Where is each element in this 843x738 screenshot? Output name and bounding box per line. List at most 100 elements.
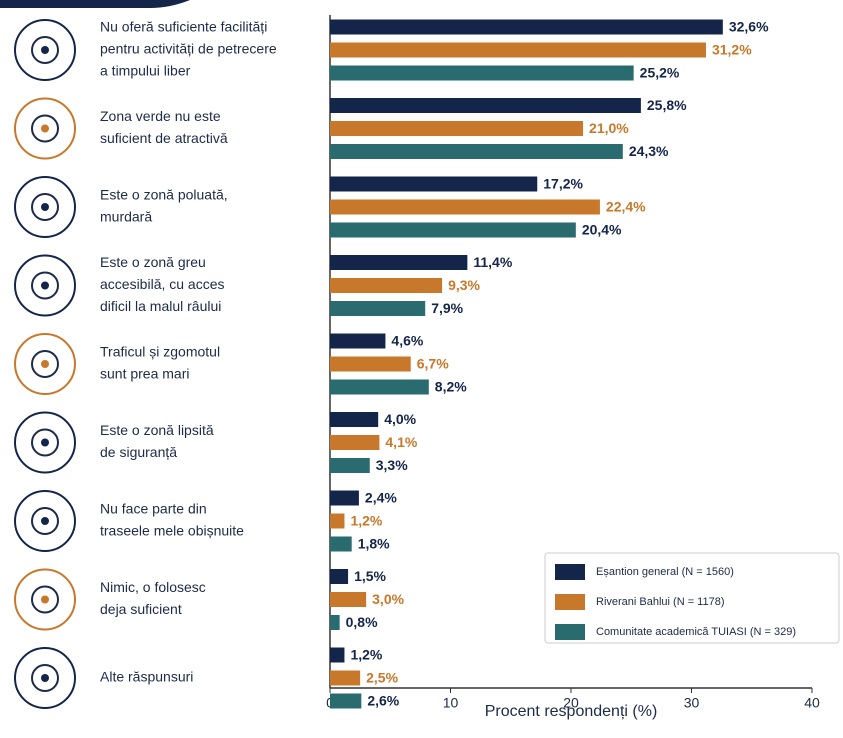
category-label: suficient de atractivă <box>100 130 228 146</box>
category-label: a timpului liber <box>100 63 191 79</box>
bar <box>330 435 380 450</box>
category-label: Nimic, o folosesc <box>100 579 206 595</box>
icon-glyph <box>31 664 59 692</box>
value-label: 8,2% <box>435 379 467 395</box>
category-label: Alte răspunsuri <box>100 669 193 685</box>
header-tab <box>0 0 190 8</box>
value-label: 6,7% <box>417 356 449 372</box>
category-label: Nu oferă suficiente facilități <box>100 19 267 35</box>
value-label: 2,4% <box>365 490 397 506</box>
category-label: sunt prea mari <box>100 366 189 382</box>
icon-dot <box>41 203 49 211</box>
category-icon <box>14 97 76 160</box>
bar <box>330 412 379 427</box>
bar <box>330 42 706 58</box>
bar <box>330 615 340 630</box>
bar <box>330 356 411 372</box>
value-label: 25,8% <box>647 97 687 113</box>
value-label: 2,6% <box>367 693 399 709</box>
category-icon <box>14 568 76 631</box>
icon-glyph <box>31 428 59 457</box>
legend-swatch <box>555 594 585 610</box>
value-label: 0,8% <box>346 614 378 630</box>
icon-dot <box>41 438 49 447</box>
category-label: Traficul și zgomotul <box>100 344 220 360</box>
category-label: Zona verde nu este <box>100 108 221 124</box>
icon-dot <box>41 595 49 604</box>
value-label: 7,9% <box>431 300 463 316</box>
value-label: 32,6% <box>729 19 769 35</box>
category-icon <box>14 647 76 709</box>
category-label: pentru activități de petrecere <box>100 41 277 57</box>
icon-glyph <box>31 507 59 535</box>
x-tick-label: 40 <box>804 695 820 711</box>
category-label: Nu face parte din <box>100 501 207 517</box>
bar <box>330 98 641 113</box>
bar <box>330 513 345 529</box>
bar <box>330 255 468 270</box>
bar <box>330 490 359 506</box>
x-tick-label: 10 <box>443 695 459 711</box>
value-label: 24,3% <box>629 143 669 159</box>
legend-swatch <box>555 564 585 580</box>
bar <box>330 65 634 81</box>
icon-dot <box>41 124 49 133</box>
value-label: 25,2% <box>640 65 680 81</box>
value-label: 17,2% <box>543 176 583 192</box>
value-label: 1,2% <box>350 513 382 529</box>
value-label: 4,1% <box>385 434 417 450</box>
category-label: deja suficient <box>100 601 182 617</box>
icon-dot <box>41 360 49 368</box>
value-label: 3,0% <box>372 591 404 607</box>
bar <box>330 176 538 192</box>
bar <box>330 199 600 215</box>
bar <box>330 144 623 159</box>
icon-glyph <box>31 114 59 143</box>
category-icon <box>14 19 76 81</box>
bar <box>330 693 362 709</box>
legend-label: Eșantion general (N = 1560) <box>596 566 734 578</box>
bar <box>330 592 367 607</box>
category-label: accesibilă, cu acces <box>100 276 225 292</box>
category-label: Este o zonă poluată, <box>100 187 228 203</box>
category-icon <box>14 176 76 238</box>
bar <box>330 278 443 293</box>
value-label: 2,5% <box>366 670 398 686</box>
value-label: 21,0% <box>589 120 629 136</box>
category-label: Este o zonă lipsită <box>100 422 214 438</box>
icon-glyph <box>31 350 59 378</box>
icon-glyph <box>31 193 59 221</box>
x-tick-label: 20 <box>563 695 579 711</box>
icon-glyph <box>31 36 59 64</box>
legend-swatch <box>555 624 585 640</box>
x-axis-title: Procent respondenți (%) <box>485 703 658 720</box>
value-label: 22,4% <box>606 199 646 215</box>
value-label: 3,3% <box>376 457 408 473</box>
legend-box <box>544 552 840 644</box>
bar <box>330 647 345 663</box>
icon-dot <box>41 46 49 54</box>
category-label: Este o zonă greu <box>100 254 206 270</box>
category-label: murdară <box>100 209 152 225</box>
category-label: traseele mele obișnuite <box>100 523 244 539</box>
value-label: 1,5% <box>354 568 386 584</box>
bar <box>330 379 429 395</box>
value-label: 11,4% <box>473 254 512 270</box>
icon-glyph <box>31 585 59 614</box>
value-label: 4,6% <box>391 333 423 349</box>
legend-label: Comunitate academică TUIASI (N = 329) <box>596 626 796 638</box>
x-tick-label: 30 <box>684 695 700 711</box>
bar <box>330 458 370 473</box>
bar <box>330 301 426 316</box>
value-label: 20,4% <box>582 222 622 238</box>
icon-dot <box>41 281 49 290</box>
bar <box>330 222 576 238</box>
legend-label: Riverani Bahlui (N = 1178) <box>596 596 725 608</box>
category-label: de siguranță <box>100 444 177 460</box>
value-label: 9,3% <box>448 277 480 293</box>
value-label: 4,0% <box>384 411 416 427</box>
value-label: 1,8% <box>358 536 390 552</box>
bar <box>330 670 361 686</box>
value-label: 1,2% <box>350 647 382 663</box>
